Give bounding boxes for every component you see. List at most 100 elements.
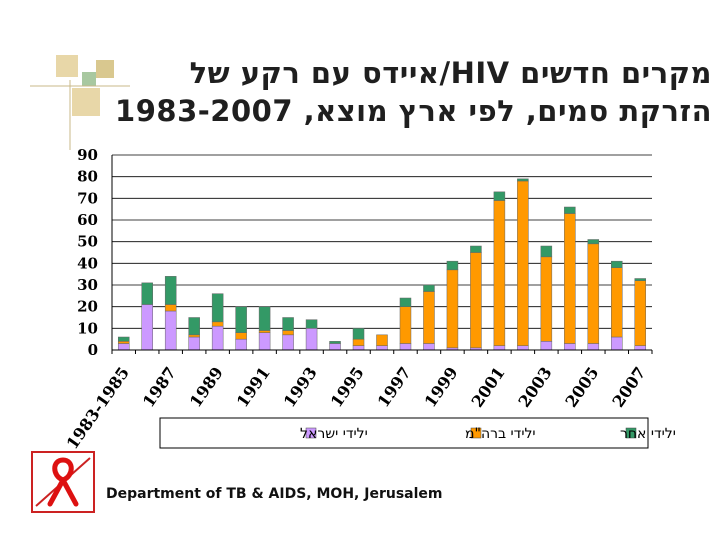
bar-segment <box>141 282 153 305</box>
bar-segment <box>540 245 553 258</box>
bar-segment <box>399 306 412 344</box>
bar-segment <box>399 343 412 351</box>
bar-segment <box>423 284 435 292</box>
x-tick-label: 1987 <box>139 363 180 410</box>
bar-segment <box>634 345 647 351</box>
decorative-squares <box>30 55 130 150</box>
bar-segment <box>141 304 153 351</box>
bar-segment <box>493 345 506 351</box>
bar-segment <box>517 178 529 182</box>
bar-segment <box>376 345 388 351</box>
bar-segment <box>423 343 435 351</box>
bar-segment <box>329 343 341 351</box>
red-ribbon-icon <box>47 457 79 507</box>
decor-square <box>56 55 78 77</box>
bar-segment <box>117 336 130 342</box>
y-tick-label: 50 <box>77 233 98 251</box>
x-tick-label: 1983-1985 <box>63 363 133 452</box>
axes <box>111 155 653 354</box>
bar-segment <box>282 330 294 336</box>
bar-segment <box>352 328 365 340</box>
bar-segment <box>587 239 600 245</box>
gridlines <box>112 154 652 351</box>
bar-segment <box>164 304 177 312</box>
x-tick-label: 2005 <box>561 363 602 410</box>
legend-box <box>159 417 649 449</box>
legend-label: ילידי אחר <box>620 426 676 442</box>
y-tick-label: 10 <box>77 319 98 337</box>
bar-segment <box>352 345 365 351</box>
bar-segment <box>634 280 647 346</box>
bar-segment <box>117 343 130 351</box>
legend-swatch <box>470 427 482 439</box>
bar-segment <box>470 245 482 253</box>
bar-segment <box>258 332 271 351</box>
y-tick-label: 70 <box>77 189 98 207</box>
bar-segment <box>493 191 506 201</box>
bar-segment <box>423 291 435 344</box>
bar-segment <box>540 256 553 342</box>
bar-segment <box>564 213 576 344</box>
x-tick-label: 2001 <box>468 363 509 410</box>
legend-label: ילידי ברה"מ <box>465 426 536 442</box>
bar-segment <box>188 336 200 351</box>
bars <box>117 178 647 351</box>
y-tick-label: 40 <box>77 254 98 272</box>
y-tick-label: 90 <box>77 146 98 164</box>
bar-segment <box>634 278 647 281</box>
bar-segment <box>282 334 294 351</box>
x-tick-label: 1993 <box>280 363 321 410</box>
legend-swatch <box>625 427 637 439</box>
legend-swatch <box>305 427 317 439</box>
x-tick-label: 1989 <box>186 363 227 410</box>
bar-segment <box>493 200 506 346</box>
bar-segment <box>399 297 412 307</box>
y-tick-label: 80 <box>77 168 98 186</box>
bar-segment <box>587 343 600 351</box>
bar-segment <box>188 317 200 336</box>
x-tick-label: 1991 <box>233 363 274 410</box>
decor-square <box>72 88 100 116</box>
aids-ribbon-logo <box>31 451 95 513</box>
bar-segment <box>540 341 553 351</box>
bar-segment <box>611 267 623 338</box>
bar-segment <box>211 293 224 323</box>
y-tick-label: 20 <box>77 298 98 316</box>
x-tick-label: 1997 <box>374 363 415 410</box>
x-tick-label: 1999 <box>421 363 462 410</box>
decor-square <box>82 72 96 86</box>
bar-segment <box>258 330 271 333</box>
bar-segment <box>211 325 224 351</box>
y-axis-ticks: 0 10 20 30 40 50 60 70 80 90 <box>77 146 98 359</box>
bar-segment <box>446 260 459 271</box>
bar-segment <box>564 343 576 351</box>
bar-segment <box>352 338 365 346</box>
bar-segment <box>235 332 247 340</box>
footer-credit: Department of TB & AIDS, MOH, Jerusalem <box>106 486 443 502</box>
bar-segment <box>164 276 177 305</box>
bar-segment <box>235 306 247 333</box>
bar-segment <box>611 260 623 268</box>
y-tick-label: 60 <box>77 211 98 229</box>
y-tick-label: 0 <box>88 341 98 359</box>
legend: ילידי ישראל ילידי ברה"מ ילידי אחר <box>159 417 676 449</box>
legend-label: ילידי ישראל <box>300 426 368 442</box>
chart-title-line-2: הזרקת סמים, לפי ארץ מוצא, 1983-2007 <box>115 94 712 128</box>
bar-segment <box>470 252 482 349</box>
bar-segment <box>188 334 200 338</box>
bar-segment <box>235 338 247 351</box>
bar-segment <box>446 269 459 349</box>
bar-segment <box>564 206 576 214</box>
x-tick-label: 2003 <box>515 363 556 410</box>
x-tick-label: 1995 <box>327 363 368 410</box>
bar-segment <box>376 334 388 346</box>
y-tick-label: 30 <box>77 276 98 294</box>
bar-segment <box>305 319 318 329</box>
bar-segment <box>517 345 529 351</box>
decor-square <box>96 60 114 78</box>
chart-title-line-1: מקרים חדשים HIV/איידס עם רקע של <box>189 56 712 90</box>
bar-segment <box>587 243 600 344</box>
bar-segment <box>329 341 341 344</box>
bar-segment <box>517 180 529 346</box>
